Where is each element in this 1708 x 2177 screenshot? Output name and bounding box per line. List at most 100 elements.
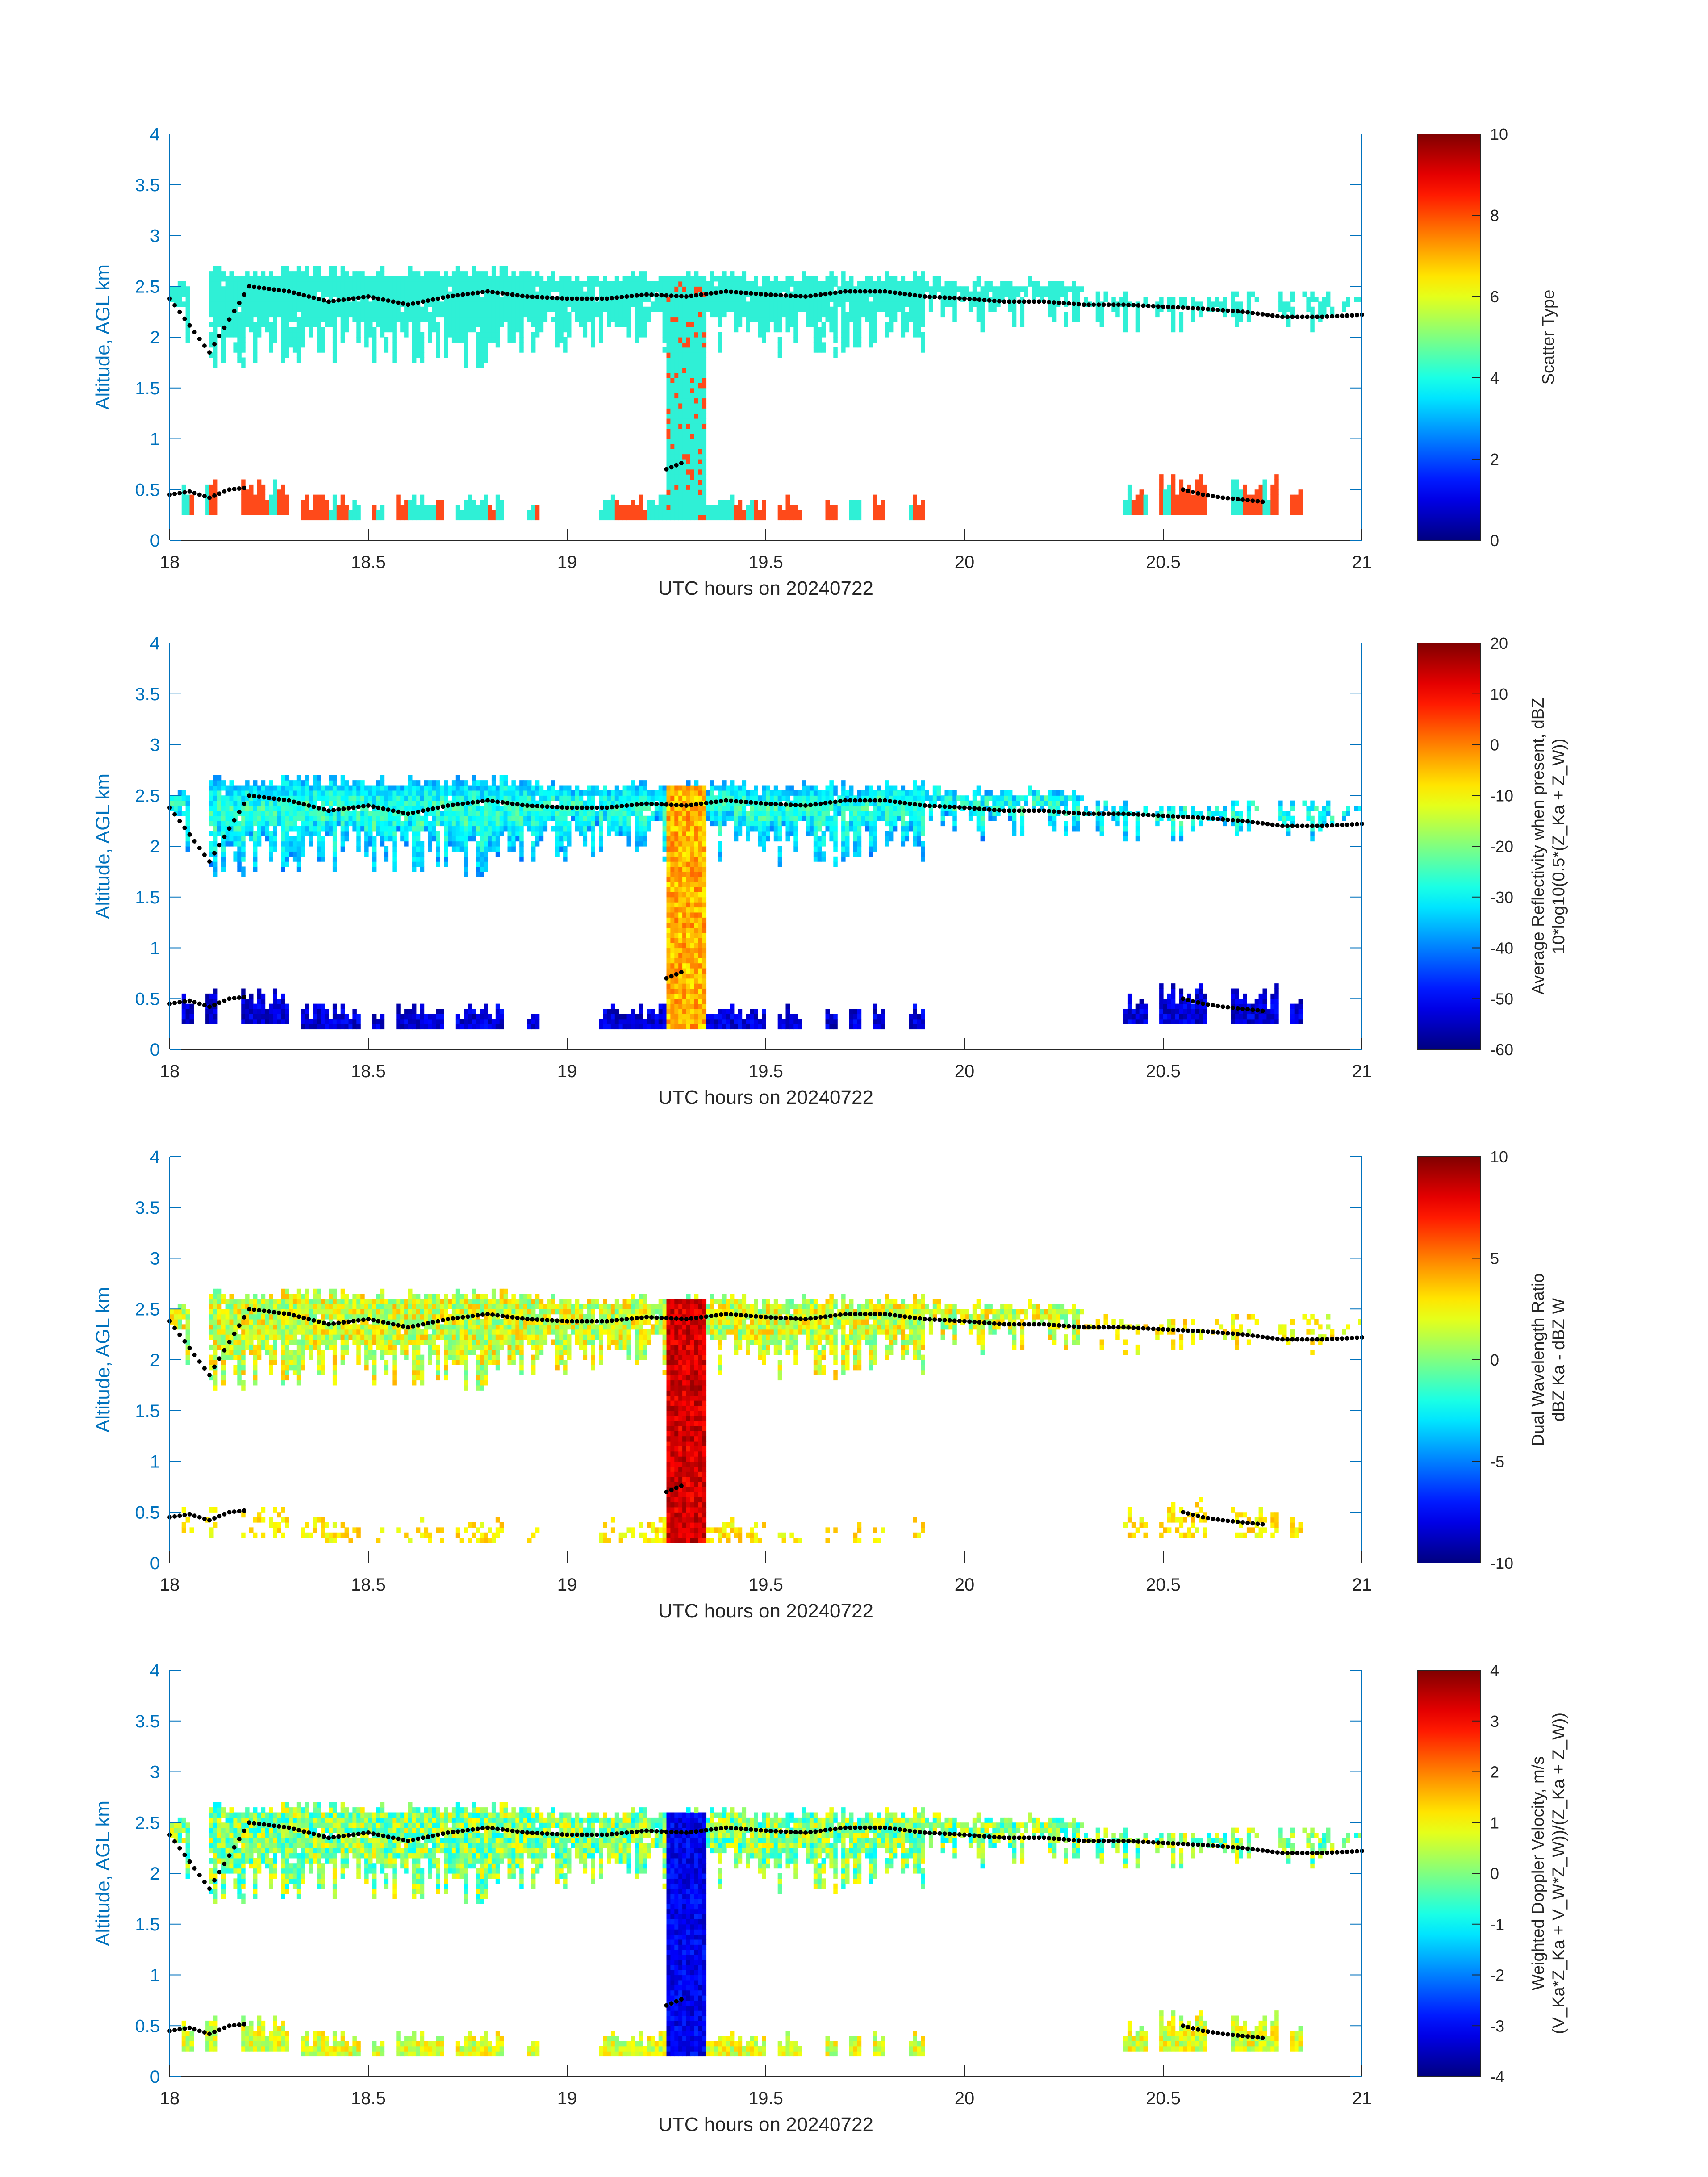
heatmap-cell xyxy=(670,383,675,389)
heatmap-cell xyxy=(372,836,377,842)
heatmap-cell xyxy=(428,1024,432,1030)
heatmap-cell xyxy=(639,515,643,521)
heatmap-cell xyxy=(932,276,937,282)
heatmap-cell xyxy=(476,861,480,867)
heatmap-cell xyxy=(464,301,468,307)
heatmap-cell xyxy=(476,851,480,857)
heatmap-cell xyxy=(1342,301,1346,307)
heatmap-cell xyxy=(527,291,532,297)
heatmap-cell xyxy=(491,515,496,521)
heatmap-cell xyxy=(313,831,317,836)
heatmap-cell xyxy=(559,312,564,318)
cloud-base-dot xyxy=(1042,299,1046,304)
heatmap-cell xyxy=(233,322,238,327)
heatmap-cell xyxy=(292,317,297,322)
heatmap-cell xyxy=(698,510,703,515)
heatmap-cell xyxy=(372,312,377,318)
heatmap-cell xyxy=(567,312,572,318)
heatmap-cell xyxy=(249,1003,254,1009)
heatmap-cell xyxy=(726,301,731,307)
heatmap-cell xyxy=(404,297,409,302)
heatmap-cell xyxy=(686,494,691,500)
heatmap-cell xyxy=(213,347,218,353)
heatmap-cell xyxy=(833,352,838,358)
heatmap-cell xyxy=(376,780,381,786)
heatmap-cell xyxy=(698,393,703,399)
heatmap-cell xyxy=(921,515,925,521)
heatmap-cell xyxy=(225,281,230,287)
heatmap-cell xyxy=(400,790,405,796)
heatmap-cell xyxy=(777,317,782,322)
heatmap-cell xyxy=(317,494,321,500)
heatmap-cell xyxy=(976,312,981,318)
heatmap-cell xyxy=(484,1003,488,1009)
heatmap-cell xyxy=(913,306,917,312)
heatmap-cell xyxy=(451,790,456,796)
heatmap-cell xyxy=(610,510,615,515)
heatmap-cell xyxy=(292,301,297,307)
heatmap-cell xyxy=(626,505,631,510)
y-axis-label: Altitude, AGL km xyxy=(92,264,114,410)
heatmap-cell xyxy=(1095,297,1100,302)
heatmap-cell xyxy=(631,286,635,292)
heatmap-cell xyxy=(384,815,389,821)
heatmap-cell xyxy=(766,301,770,307)
heatmap-cell xyxy=(658,500,663,505)
heatmap-cell xyxy=(686,388,691,393)
heatmap-cell xyxy=(666,408,671,414)
heatmap-cell xyxy=(428,821,432,827)
heatmap-cell xyxy=(599,312,603,318)
heatmap-cell xyxy=(416,780,421,786)
heatmap-cell xyxy=(1064,322,1068,327)
heatmap-cell xyxy=(639,276,643,282)
heatmap-cell xyxy=(1246,317,1251,322)
heatmap-cell xyxy=(531,332,536,338)
heatmap-cell xyxy=(305,800,309,806)
heatmap-cell xyxy=(913,322,917,327)
cloud-base-dot xyxy=(1131,303,1136,308)
heatmap-cell xyxy=(1310,291,1315,297)
x-tick-label: 18.5 xyxy=(351,552,386,572)
heatmap-cell xyxy=(396,297,401,302)
heatmap-cell xyxy=(674,423,679,429)
heatmap-cell xyxy=(404,1019,409,1024)
heatmap-cell xyxy=(336,281,341,287)
heatmap-cell xyxy=(380,276,385,282)
heatmap-cell xyxy=(380,1014,385,1020)
heatmap-cell xyxy=(440,306,444,312)
heatmap-cell xyxy=(484,301,488,307)
heatmap-cell xyxy=(921,510,925,515)
heatmap-cell xyxy=(336,286,341,292)
heatmap-cell xyxy=(841,286,846,292)
heatmap-cell xyxy=(245,806,250,811)
heatmap-cell xyxy=(455,795,460,801)
heatmap-cell xyxy=(666,449,671,455)
heatmap-cell xyxy=(678,474,683,480)
heatmap-cell xyxy=(547,281,551,287)
heatmap-cell xyxy=(440,811,444,816)
heatmap-cell xyxy=(285,775,289,781)
heatmap-cell xyxy=(682,393,687,399)
cloud-base-dot xyxy=(207,495,212,500)
heatmap-cell xyxy=(352,515,357,521)
heatmap-cell xyxy=(416,271,421,277)
heatmap-cell xyxy=(503,306,508,312)
heatmap-cell xyxy=(635,515,639,521)
heatmap-cell xyxy=(412,795,417,801)
heatmap-cell xyxy=(420,826,425,832)
heatmap-cell xyxy=(670,479,675,485)
heatmap-cell xyxy=(777,297,782,302)
heatmap-cell xyxy=(309,790,313,796)
heatmap-cell xyxy=(1076,291,1080,297)
heatmap-cell xyxy=(257,1019,262,1024)
heatmap-cell xyxy=(750,317,754,322)
heatmap-cell xyxy=(817,332,822,338)
heatmap-cell xyxy=(225,831,230,836)
heatmap-cell xyxy=(348,312,353,318)
heatmap-cell xyxy=(448,297,452,302)
heatmap-cell xyxy=(344,271,349,277)
heatmap-cell xyxy=(682,398,687,404)
heatmap-cell xyxy=(742,510,747,515)
heatmap-cell xyxy=(472,271,476,277)
heatmap-cell xyxy=(396,276,401,282)
